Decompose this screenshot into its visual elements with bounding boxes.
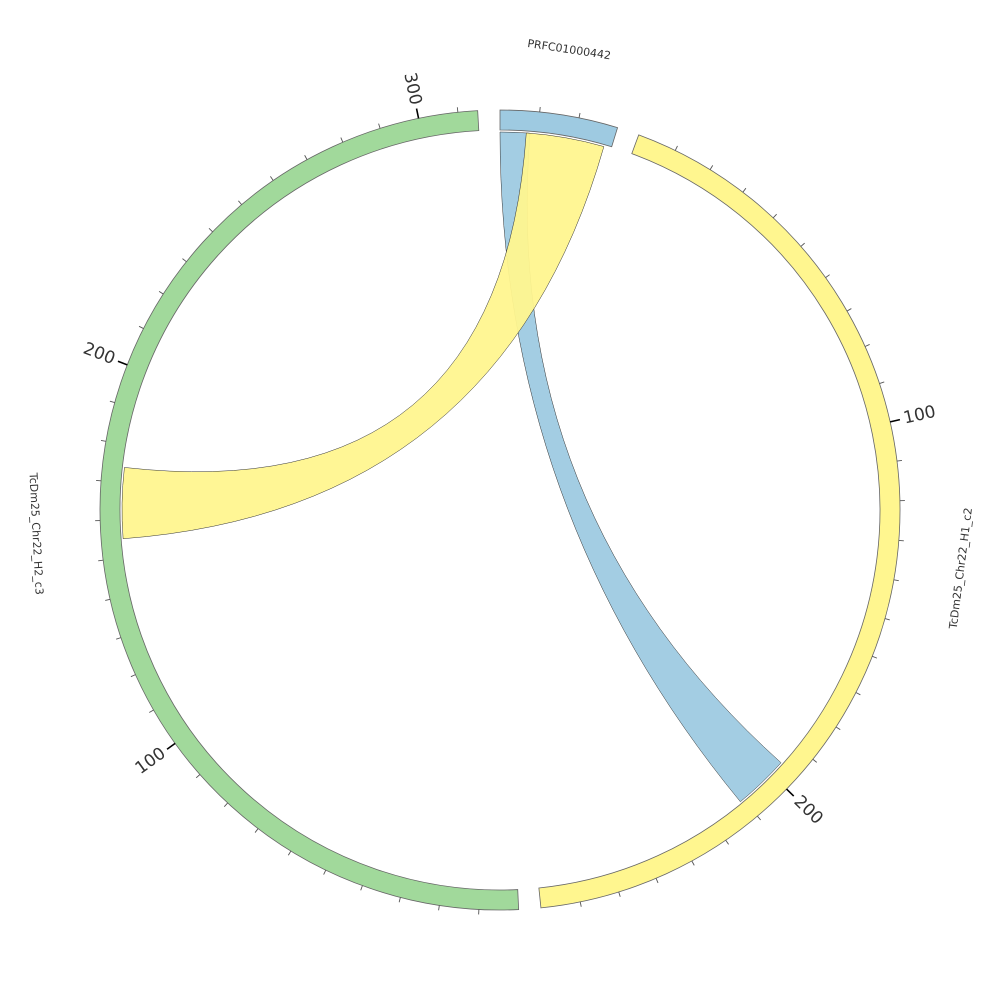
minor-tick-tcdm25-chr22-h1-c2-180 bbox=[836, 727, 840, 730]
minor-tick-tcdm25-chr22-h1-c2-40 bbox=[773, 214, 776, 218]
minor-tick-tcdm25-chr22-h2-c3-270 bbox=[305, 155, 307, 159]
tick-label-tcdm25-chr22-h2-c3-100: 100 bbox=[132, 743, 170, 778]
minor-tick-tcdm25-chr22-h2-c3-60 bbox=[288, 851, 291, 855]
minor-tick-tcdm25-chr22-h1-c2-150 bbox=[885, 619, 890, 620]
minor-tick-tcdm25-chr22-h2-c3-220 bbox=[159, 291, 163, 294]
minor-tick-tcdm25-chr22-h2-c3-140 bbox=[105, 599, 110, 600]
minor-tick-tcdm25-chr22-h1-c2-210 bbox=[757, 816, 760, 820]
major-tick-tcdm25-chr22-h2-c3-200 bbox=[118, 361, 127, 365]
minor-tick-tcdm25-chr22-h2-c3-80 bbox=[224, 803, 227, 807]
minor-tick-tcdm25-chr22-h1-c2-260 bbox=[580, 902, 581, 907]
tick-label-tcdm25-chr22-h2-c3-300: 300 bbox=[399, 71, 425, 107]
minor-tick-tcdm25-chr22-h1-c2-250 bbox=[619, 892, 620, 897]
tick-label-tcdm25-chr22-h1-c2-200: 200 bbox=[790, 792, 827, 829]
minor-tick-tcdm25-chr22-h1-c2-80 bbox=[865, 344, 870, 346]
major-tick-tcdm25-chr22-h1-c2-200 bbox=[787, 789, 794, 796]
major-tick-tcdm25-chr22-h2-c3-100 bbox=[167, 743, 175, 749]
minor-tick-tcdm25-chr22-h2-c3-190 bbox=[110, 401, 115, 402]
minor-tick-tcdm25-chr22-h2-c3-20 bbox=[439, 905, 440, 910]
minor-tick-tcdm25-chr22-h2-c3-280 bbox=[341, 138, 343, 143]
minor-tick-tcdm25-chr22-h2-c3-50 bbox=[324, 870, 326, 875]
tick-label-tcdm25-chr22-h2-c3-200: 200 bbox=[80, 339, 117, 369]
minor-tick-tcdm25-chr22-h1-c2-160 bbox=[872, 656, 877, 658]
minor-tick-tcdm25-chr22-h1-c2-20 bbox=[710, 165, 713, 169]
segment-label-tcdm25-chr22-h1-c2: TcDm25_Chr22_H1_c2 bbox=[947, 507, 975, 631]
minor-tick-tcdm25-chr22-h2-c3-260 bbox=[270, 176, 273, 180]
major-tick-tcdm25-chr22-h2-c3-300 bbox=[417, 109, 419, 119]
minor-tick-tcdm25-chr22-h1-c2-170 bbox=[856, 693, 860, 695]
minor-tick-tcdm25-chr22-h2-c3-150 bbox=[98, 560, 103, 561]
minor-tick-tcdm25-chr22-h2-c3-290 bbox=[379, 124, 380, 129]
minor-tick-tcdm25-chr22-h2-c3-310 bbox=[457, 107, 458, 112]
minor-tick-prfc01000442-20 bbox=[579, 113, 580, 118]
minor-tick-tcdm25-chr22-h2-c3-70 bbox=[255, 829, 258, 833]
minor-tick-tcdm25-chr22-h2-c3-180 bbox=[101, 440, 106, 441]
minor-tick-tcdm25-chr22-h2-c3-120 bbox=[131, 675, 136, 677]
minor-tick-tcdm25-chr22-h1-c2-240 bbox=[656, 878, 658, 883]
minor-tick-tcdm25-chr22-h1-c2-190 bbox=[813, 759, 817, 762]
tick-label-tcdm25-chr22-h1-c2-100: 100 bbox=[902, 402, 938, 429]
minor-tick-tcdm25-chr22-h2-c3-40 bbox=[361, 886, 363, 891]
minor-tick-tcdm25-chr22-h2-c3-210 bbox=[139, 326, 143, 328]
minor-tick-tcdm25-chr22-h1-c2-60 bbox=[826, 275, 830, 278]
minor-tick-tcdm25-chr22-h1-c2-230 bbox=[692, 861, 694, 865]
minor-tick-tcdm25-chr22-h1-c2-70 bbox=[847, 309, 851, 311]
minor-tick-tcdm25-chr22-h1-c2-30 bbox=[743, 188, 746, 192]
minor-tick-tcdm25-chr22-h1-c2-50 bbox=[801, 243, 805, 246]
minor-tick-tcdm25-chr22-h2-c3-90 bbox=[196, 774, 200, 777]
minor-tick-tcdm25-chr22-h2-c3-110 bbox=[149, 710, 153, 713]
minor-tick-tcdm25-chr22-h2-c3-230 bbox=[182, 259, 186, 262]
minor-tick-tcdm25-chr22-h1-c2-10 bbox=[675, 146, 677, 150]
minor-tick-tcdm25-chr22-h1-c2-90 bbox=[879, 382, 884, 384]
minor-tick-tcdm25-chr22-h2-c3-250 bbox=[238, 201, 241, 205]
segment-label-prfc01000442: PRFC01000442 bbox=[527, 37, 612, 62]
minor-tick-tcdm25-chr22-h2-c3-130 bbox=[116, 638, 121, 640]
segment-label-tcdm25-chr22-h2-c3: TcDm25_Chr22_H2_c3 bbox=[26, 472, 45, 596]
minor-tick-tcdm25-chr22-h1-c2-140 bbox=[894, 580, 899, 581]
minor-tick-tcdm25-chr22-h1-c2-220 bbox=[726, 840, 729, 844]
minor-tick-tcdm25-chr22-h1-c2-110 bbox=[897, 460, 902, 461]
major-tick-tcdm25-chr22-h1-c2-100 bbox=[890, 420, 900, 422]
minor-tick-tcdm25-chr22-h2-c3-30 bbox=[399, 897, 400, 902]
minor-tick-tcdm25-chr22-h2-c3-240 bbox=[209, 228, 213, 231]
